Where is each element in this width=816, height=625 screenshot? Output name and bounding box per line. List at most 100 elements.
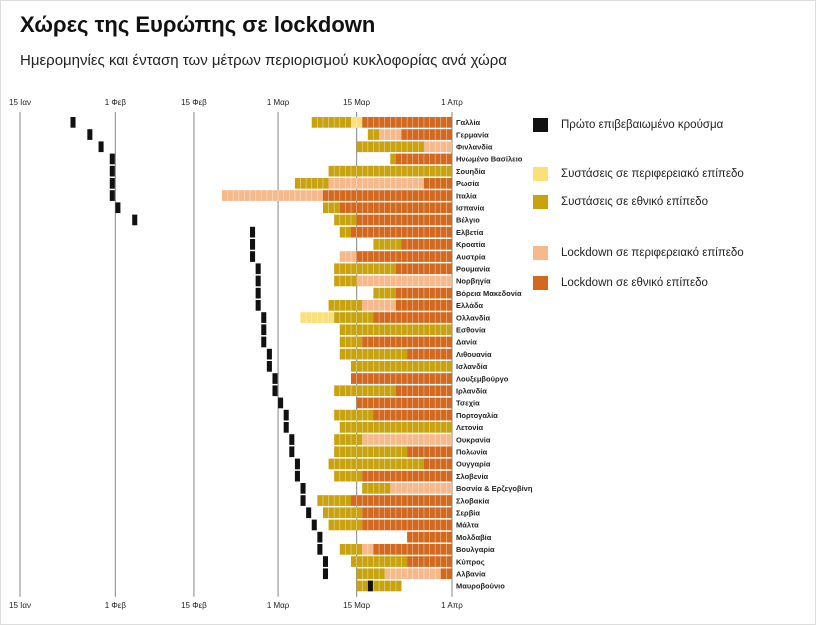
restriction-period <box>334 312 374 323</box>
country-label: Σλοβενία <box>456 472 489 481</box>
first-case-marker <box>115 202 121 214</box>
first-case-marker <box>300 483 306 494</box>
restriction-period <box>334 434 363 445</box>
country-label: Εσθονία <box>456 325 486 334</box>
first-case-marker <box>250 226 256 238</box>
restriction-period <box>401 239 452 250</box>
restriction-period <box>423 178 452 189</box>
country-label: Πολωνία <box>456 447 488 456</box>
country-label: Βοσνία & Ερζεγοβίνη <box>456 484 533 493</box>
country-label: Νορβηγία <box>456 277 491 286</box>
x-tick-label: 1 Μαρ <box>267 601 290 610</box>
country-label: Βόρεια Μακεδονία <box>456 289 522 298</box>
restriction-period <box>328 178 424 189</box>
first-case-marker <box>109 153 115 165</box>
restriction-period <box>423 141 452 153</box>
country-label: Τσεχία <box>456 399 480 408</box>
x-tick-label: 1 Απρ <box>441 601 463 610</box>
first-case-marker <box>255 263 261 275</box>
restriction-period <box>362 483 391 494</box>
country-label: Ρουμανία <box>456 264 490 273</box>
restriction-period <box>423 458 452 470</box>
chart-title: Χώρες της Ευρώπης σε lockdown <box>20 12 375 37</box>
x-tick-label: 15 Μαρ <box>343 98 370 107</box>
first-case-marker <box>300 495 306 506</box>
restriction-period <box>373 239 402 250</box>
country-label: Λετονία <box>456 423 484 432</box>
country-label: Βέλγιο <box>456 216 480 225</box>
first-case-marker <box>250 251 256 262</box>
country-label: Ολλανδία <box>456 313 490 322</box>
legend-swatch <box>533 167 548 181</box>
country-label: Αυστρία <box>456 252 486 261</box>
first-case-marker <box>109 178 115 189</box>
country-label: Σερβία <box>456 508 480 517</box>
country-label: Ηνωμένο Βασίλειο <box>456 155 523 164</box>
restriction-period <box>356 251 452 262</box>
first-case-marker <box>98 141 104 153</box>
first-case-marker <box>255 287 261 299</box>
country-label: Κροατία <box>456 240 486 249</box>
country-label: Φινλανδία <box>456 142 493 151</box>
first-case-marker <box>261 324 267 336</box>
country-label: Ουγγαρία <box>456 460 491 469</box>
restriction-period <box>356 275 452 287</box>
legend-swatch <box>533 118 548 132</box>
country-label: Πορτογαλία <box>456 411 498 420</box>
country-label: Γαλλία <box>456 118 481 127</box>
country-label: Ουκρανία <box>456 435 491 444</box>
restriction-period <box>334 470 363 482</box>
x-tick-label: 1 Φεβ <box>105 98 127 107</box>
restriction-period <box>328 458 424 470</box>
restriction-period <box>390 153 396 165</box>
country-label: Ιταλία <box>456 191 477 200</box>
first-case-marker <box>261 312 267 323</box>
first-case-marker <box>289 446 295 458</box>
restriction-period <box>356 568 385 580</box>
country-label: Ισπανία <box>456 203 485 212</box>
first-case-marker <box>283 409 289 421</box>
legend-swatch <box>533 195 548 209</box>
country-label: Ισλανδία <box>456 362 488 371</box>
chart-subtitle: Ημερομηνίες και ένταση των μέτρων περιορ… <box>20 52 507 69</box>
restriction-period <box>390 483 452 494</box>
restriction-period <box>339 251 357 262</box>
country-label: Ιρλανδία <box>456 386 487 395</box>
first-case-marker <box>109 190 115 201</box>
first-case-marker <box>261 336 267 348</box>
legend-label: Συστάσεις σε περιφερειακό επίπεδο <box>561 168 744 180</box>
first-case-marker <box>294 470 300 482</box>
first-case-marker <box>255 275 261 287</box>
restriction-period <box>311 117 352 128</box>
legend-swatch <box>533 276 548 290</box>
first-case-marker <box>322 568 329 580</box>
legend-swatch <box>533 246 548 260</box>
first-case-marker <box>272 373 278 384</box>
country-label: Λιθουανία <box>456 350 492 359</box>
legend-label: Lockdown σε εθνικό επίπεδο <box>561 277 708 289</box>
first-case-marker <box>306 507 312 519</box>
country-label: Μολδαβία <box>456 533 492 542</box>
legend-label: Πρώτο επιβεβαιωμένο κρούσμα <box>561 119 724 131</box>
first-case-marker <box>109 165 115 177</box>
first-case-marker <box>317 544 323 555</box>
x-tick-label: 1 Φεβ <box>105 601 127 610</box>
restriction-period <box>334 385 396 397</box>
first-case-marker <box>367 580 373 592</box>
x-tick-label: 15 Μαρ <box>343 601 370 610</box>
country-label: Λουξεμβούργο <box>456 374 509 383</box>
country-label: Ρωσία <box>456 179 480 188</box>
country-label: Βουλγαρία <box>456 545 495 554</box>
restriction-period <box>356 214 452 226</box>
country-label: Κύπρος <box>456 557 485 566</box>
restriction-period <box>334 263 396 275</box>
country-label: Δανία <box>456 338 477 347</box>
x-tick-label: 1 Μαρ <box>267 98 290 107</box>
restriction-period <box>356 397 452 409</box>
first-case-marker <box>317 531 323 543</box>
first-case-marker <box>250 239 256 250</box>
restriction-period <box>401 129 452 140</box>
first-case-marker <box>294 458 300 470</box>
